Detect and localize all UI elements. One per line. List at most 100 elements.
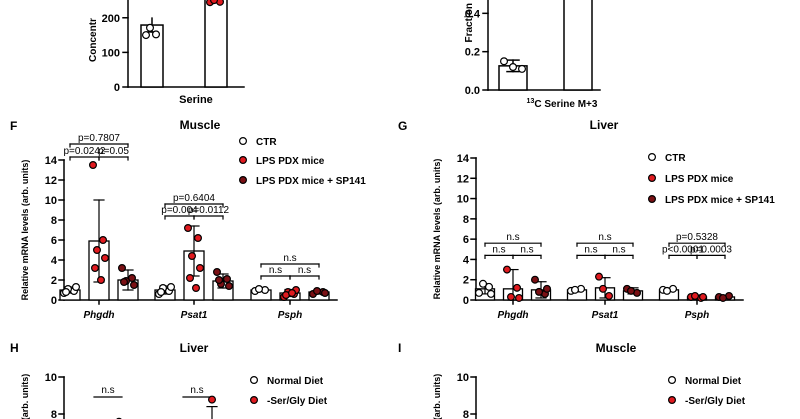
data-point [186, 274, 195, 283]
legend-marker [647, 195, 656, 204]
y-tick-label: 10 [45, 195, 57, 207]
significance-label: p<0.0001 [662, 244, 704, 255]
data-point [509, 62, 518, 71]
significance-label: p=0.0112 [188, 205, 230, 216]
significance-label: p=0.5328 [676, 232, 718, 243]
data-point [570, 285, 579, 294]
significance-label: p=0.0003 [690, 244, 732, 255]
data-point [542, 284, 551, 293]
data-point [514, 293, 523, 302]
legend-label: LPS PDX mice + SP141 [665, 195, 775, 206]
legend-label: LPS PDX mice + SP141 [256, 176, 366, 187]
panel-label: G [398, 119, 407, 133]
data-point [100, 254, 109, 263]
y-tick-label: 8 [463, 214, 469, 226]
data-point [690, 291, 699, 300]
y-tick-label: 2 [51, 275, 57, 287]
y-axis-label: (arb. units) [432, 374, 442, 419]
data-point [698, 292, 707, 301]
y-tick-label: 100 [102, 47, 120, 59]
significance-label: p=0.7807 [78, 133, 120, 144]
data-point [119, 278, 128, 287]
legend-label: CTR [256, 137, 277, 148]
x-tick-label: Phgdh [497, 310, 528, 321]
data-point [288, 289, 297, 298]
y-tick-label: 0 [51, 295, 57, 307]
data-point [512, 283, 521, 292]
y-tick-label: 4 [51, 255, 58, 267]
y-tick-label: 10 [457, 194, 469, 206]
legend-label: CTR [665, 153, 686, 164]
significance-label: n.s [584, 244, 597, 255]
legend-marker [250, 396, 259, 405]
x-tick-label: Phgdh [83, 310, 114, 321]
y-tick-label: 10 [457, 372, 469, 384]
significance-label: n.s [492, 244, 505, 255]
x-axis-label: Serine [179, 94, 213, 106]
legend-marker [239, 156, 248, 165]
data-point [223, 275, 232, 284]
bar [204, 0, 228, 88]
y-tick-label: 14 [457, 153, 470, 165]
data-point [225, 282, 234, 291]
significance-label: n.s [298, 265, 311, 276]
data-point [507, 292, 516, 301]
significance-label: n.s [598, 232, 611, 243]
legend-marker [239, 176, 248, 185]
legend-marker [667, 376, 676, 385]
legend-marker [647, 174, 656, 183]
data-point [98, 236, 107, 245]
x-axis-label: 13C Serine M+3 [527, 98, 598, 110]
legend-label: -Ser/Gly Diet [685, 396, 746, 407]
data-point [188, 252, 197, 261]
y-tick-label: 2 [463, 275, 469, 287]
y-tick-label: 200 [102, 13, 120, 25]
y-tick-label: 0 [463, 295, 469, 307]
data-point [215, 276, 224, 285]
data-point [662, 286, 671, 295]
panel-title: Liver [180, 341, 209, 355]
data-point [210, 0, 218, 5]
data-point [479, 279, 488, 288]
legend-marker [250, 376, 259, 385]
legend-marker [667, 396, 676, 405]
data-point [61, 288, 70, 297]
panel-title: Muscle [596, 341, 637, 355]
data-point [194, 234, 203, 243]
data-point [534, 287, 543, 296]
significance-label: n.s [269, 265, 282, 276]
data-point [313, 287, 322, 296]
data-point [192, 284, 201, 293]
y-tick-label: 6 [463, 234, 469, 246]
y-tick-label: 0.2 [465, 47, 480, 59]
panel-label: I [398, 341, 401, 355]
data-point [142, 31, 151, 40]
significance-label: n.s [520, 244, 533, 255]
data-point [255, 285, 264, 294]
data-point [96, 276, 105, 285]
data-point [146, 23, 155, 32]
panel-title: Liver [590, 118, 619, 132]
y-tick-label: 10 [45, 372, 57, 384]
y-tick-label: 8 [463, 409, 469, 419]
x-tick-label: Psat1 [592, 310, 619, 321]
significance-label: p=0.6404 [173, 193, 215, 204]
data-point [530, 275, 539, 284]
data-point [196, 264, 205, 273]
y-tick-label: 0 [114, 82, 120, 94]
significance-label: n.s [190, 385, 203, 396]
bar [563, 0, 593, 91]
significance-label: p=0.004 [161, 205, 198, 216]
data-point [718, 293, 727, 302]
y-tick-label: 14 [45, 155, 58, 167]
x-tick-label: Psph [685, 310, 709, 321]
y-tick-label: 4 [463, 254, 470, 266]
data-point [626, 286, 635, 295]
data-point [92, 246, 101, 255]
legend-marker [647, 153, 656, 162]
significance-label: n.s [506, 232, 519, 243]
data-point [213, 268, 222, 277]
y-tick-label: 6 [51, 235, 57, 247]
data-point [152, 30, 161, 39]
y-axis-label: Concentr [88, 18, 99, 62]
